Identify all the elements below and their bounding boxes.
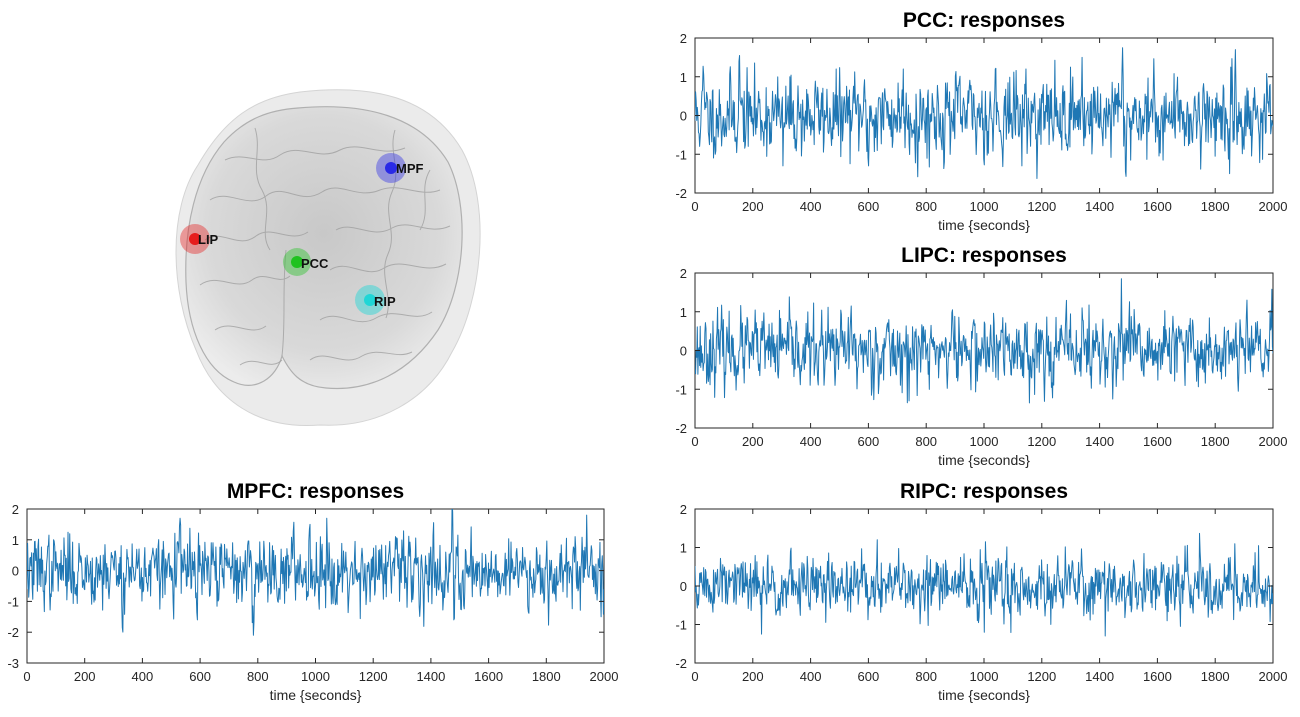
ripc-xtick-label: 1800 bbox=[1201, 669, 1230, 684]
mpfc-ytick-label: 2 bbox=[12, 502, 19, 517]
ripc-xtick-label: 0 bbox=[691, 669, 698, 684]
roi-rip-label: RIP bbox=[374, 294, 396, 309]
pcc-xtick-label: 1000 bbox=[970, 199, 999, 214]
lipc-ytick-label: 1 bbox=[680, 305, 687, 320]
pcc-xtick-label: 1600 bbox=[1143, 199, 1172, 214]
ripc-ytick-label: -1 bbox=[675, 618, 687, 633]
ripc-xtick-label: 800 bbox=[915, 669, 937, 684]
mpfc-xtick-label: 1600 bbox=[474, 669, 503, 684]
pcc-xtick-label: 1200 bbox=[1027, 199, 1056, 214]
lipc-xtick-label: 1600 bbox=[1143, 434, 1172, 449]
lipc-xtick-label: 1400 bbox=[1085, 434, 1114, 449]
ripc-title: RIPC: responses bbox=[900, 480, 1068, 503]
brain-cortex bbox=[186, 107, 462, 389]
lipc-xtick-label: 800 bbox=[915, 434, 937, 449]
mpfc-ytick-label: 0 bbox=[12, 564, 19, 579]
mpfc-ytick-label: -3 bbox=[7, 656, 19, 671]
lipc-ytick-label: 0 bbox=[680, 344, 687, 359]
ripc-ytick-label: 0 bbox=[680, 579, 687, 594]
mpfc-xtick-label: 200 bbox=[74, 669, 96, 684]
pcc-xlabel: time {seconds} bbox=[938, 217, 1030, 233]
roi-lip-label: LIP bbox=[198, 232, 219, 247]
lipc-title: LIPC: responses bbox=[901, 244, 1067, 267]
mpfc-ytick-label: 1 bbox=[12, 533, 19, 548]
mpfc-ytick-label: -1 bbox=[7, 594, 19, 609]
pcc-xtick-label: 1400 bbox=[1085, 199, 1114, 214]
mpfc-xlabel: time {seconds} bbox=[270, 687, 362, 703]
lipc-xlabel: time {seconds} bbox=[938, 452, 1030, 468]
ripc-xtick-label: 2000 bbox=[1259, 669, 1288, 684]
ripc-ytick-label: 2 bbox=[680, 502, 687, 517]
mpfc-xtick-label: 1200 bbox=[359, 669, 388, 684]
ripc-xtick-label: 1400 bbox=[1085, 669, 1114, 684]
pcc-xtick-label: 2000 bbox=[1259, 199, 1288, 214]
lipc-xtick-label: 400 bbox=[800, 434, 822, 449]
lipc-xtick-label: 1800 bbox=[1201, 434, 1230, 449]
chart-pcc: 0 200 400 600 800 1000 1200 1400 1600 1800 2000 -2 -… bbox=[675, 9, 1287, 233]
ripc-xtick-label: 400 bbox=[800, 669, 822, 684]
roi-mpf-label: MPF bbox=[396, 161, 424, 176]
chart-lipc: 0 200 400 600 800 1000 1200 1400 1600 1800 2000 -2 -… bbox=[675, 244, 1287, 468]
ripc-xlabel: time {seconds} bbox=[938, 687, 1030, 703]
mpfc-xtick-label: 2000 bbox=[590, 669, 619, 684]
ripc-ytick-label: -2 bbox=[675, 656, 687, 671]
ripc-xtick-label: 600 bbox=[858, 669, 880, 684]
mpfc-xtick-label: 1400 bbox=[416, 669, 445, 684]
pcc-ytick-label: -2 bbox=[675, 186, 687, 201]
pcc-xtick-label: 0 bbox=[691, 199, 698, 214]
mpfc-xtick-label: 800 bbox=[247, 669, 269, 684]
pcc-ytick-label: 0 bbox=[680, 109, 687, 124]
lipc-xtick-label: 1200 bbox=[1027, 434, 1056, 449]
lipc-xtick-label: 0 bbox=[691, 434, 698, 449]
pcc-xtick-label: 400 bbox=[800, 199, 822, 214]
mpfc-ytick-label: -2 bbox=[7, 625, 19, 640]
ripc-xtick-label: 1600 bbox=[1143, 669, 1172, 684]
ripc-ytick-label: 1 bbox=[680, 541, 687, 556]
pcc-xtick-label: 200 bbox=[742, 199, 764, 214]
ripc-xtick-label: 1200 bbox=[1027, 669, 1056, 684]
pcc-ytick-label: -1 bbox=[675, 147, 687, 162]
chart-mpfc: 0 200 400 600 800 1000 1200 1400 1600 1800 2000 -3 -… bbox=[7, 480, 618, 703]
pcc-xtick-label: 600 bbox=[858, 199, 880, 214]
ripc-xtick-label: 1000 bbox=[970, 669, 999, 684]
chart-ripc: 0 200 400 600 800 1000 1200 1400 1600 1800 2000 -2 -… bbox=[675, 480, 1287, 703]
lipc-xtick-label: 600 bbox=[858, 434, 880, 449]
roi-pcc-label: PCC bbox=[301, 256, 329, 271]
ripc-xtick-label: 200 bbox=[742, 669, 764, 684]
mpfc-xtick-label: 600 bbox=[189, 669, 211, 684]
brain-rendering: MPF LIP PCC RIP bbox=[176, 90, 480, 426]
lipc-xtick-label: 200 bbox=[742, 434, 764, 449]
lipc-ytick-label: -1 bbox=[675, 382, 687, 397]
pcc-ytick-label: 2 bbox=[680, 31, 687, 46]
mpfc-title: MPFC: responses bbox=[227, 480, 404, 503]
pcc-xtick-label: 1800 bbox=[1201, 199, 1230, 214]
mpfc-xtick-label: 1800 bbox=[532, 669, 561, 684]
pcc-xtick-label: 800 bbox=[915, 199, 937, 214]
lipc-xtick-label: 1000 bbox=[970, 434, 999, 449]
lipc-ytick-label: -2 bbox=[675, 421, 687, 436]
pcc-ytick-label: 1 bbox=[680, 70, 687, 85]
mpfc-xtick-label: 0 bbox=[23, 669, 30, 684]
lipc-xtick-label: 2000 bbox=[1259, 434, 1288, 449]
lipc-ytick-label: 2 bbox=[680, 266, 687, 281]
mpfc-xtick-label: 400 bbox=[132, 669, 154, 684]
pcc-title: PCC: responses bbox=[903, 9, 1065, 32]
mpfc-xtick-label: 1000 bbox=[301, 669, 330, 684]
